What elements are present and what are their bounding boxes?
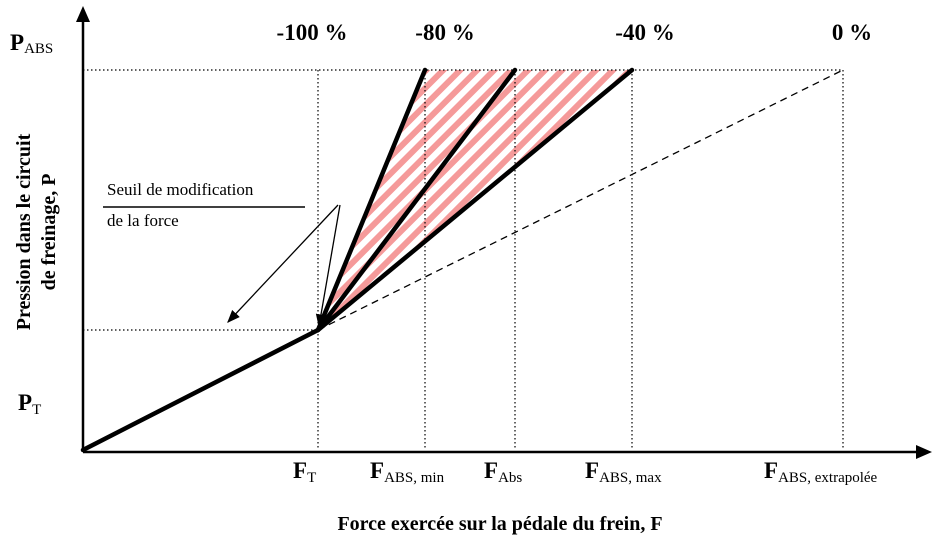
annotation-arrow xyxy=(227,204,339,323)
percent-label: -80 % xyxy=(415,20,474,45)
y-label: PT xyxy=(18,390,41,418)
axes xyxy=(81,18,920,454)
annotation: de la force xyxy=(107,211,179,230)
x-label: FABS, max xyxy=(585,458,662,486)
x-axis-title: Force exercée sur la pédale du frein, F xyxy=(337,513,662,535)
x-arrow xyxy=(916,445,932,459)
curves xyxy=(80,67,635,453)
percent-label: -100 % xyxy=(277,20,348,45)
y-arrow xyxy=(76,6,90,22)
percent-label: 0 % xyxy=(832,20,872,45)
x-label: FABS, min xyxy=(370,458,445,486)
x-label: FAbs xyxy=(484,458,522,486)
y-axis-title: Pression dans le circuit xyxy=(13,133,35,330)
percent-label: -40 % xyxy=(615,20,674,45)
y-label: PABS xyxy=(10,30,53,57)
x-label: FABS, extrapolée xyxy=(764,458,878,486)
annotation: Seuil de modification xyxy=(107,180,254,199)
guides xyxy=(83,69,844,450)
extrapolation xyxy=(317,69,844,331)
annotation-arrow xyxy=(315,204,341,328)
y-axis-title: de freinage, P xyxy=(38,174,60,291)
x-label: FT xyxy=(293,458,316,486)
